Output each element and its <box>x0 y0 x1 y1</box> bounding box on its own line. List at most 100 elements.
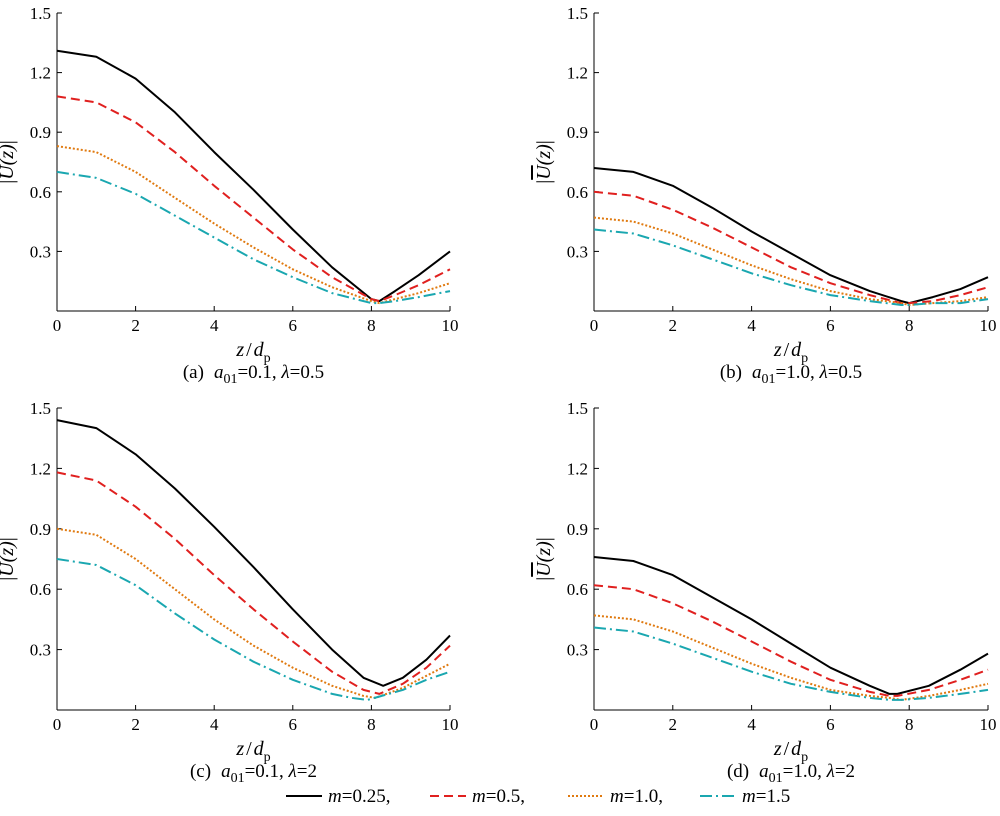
x-tick-label: 10 <box>442 316 459 335</box>
x-tick-label: 10 <box>980 316 997 335</box>
y-axis-title-open: | <box>533 180 555 184</box>
x-tick-label: 0 <box>53 316 62 335</box>
x-tick-label: 8 <box>367 316 376 335</box>
series-line-m-1_5 <box>593 228 989 306</box>
legend-item-3: m=1.5 <box>742 786 790 807</box>
x-axis-title-sep: / <box>246 339 252 361</box>
panel-caption: (b) a01=1.0, λ=0.5 <box>720 362 862 387</box>
y-axis-title-open: | <box>533 577 555 581</box>
series-line-m-1_0 <box>56 145 451 305</box>
x-tick-label: 4 <box>210 316 219 335</box>
caption-var-lambda: λ <box>280 362 289 383</box>
caption-var-a: a <box>752 362 762 383</box>
series-line-m-0_5 <box>593 190 989 305</box>
y-tick-label: 0.9 <box>567 123 588 142</box>
legend-var: m <box>328 786 342 807</box>
x-axis-title-den: d <box>791 738 802 760</box>
x-axis-title-den: d <box>791 339 802 361</box>
x-axis-title: z / dp <box>235 738 270 765</box>
legend-val: =0.5, <box>486 786 525 807</box>
x-tick-label: 6 <box>289 316 298 335</box>
y-tick-label: 0.9 <box>30 520 51 539</box>
y-tick-label: 1.5 <box>567 4 588 23</box>
x-axis-title-sub: p <box>264 351 271 366</box>
x-tick-label: 0 <box>590 316 599 335</box>
caption-sub-01: 01 <box>231 771 245 786</box>
y-axis-title: |U(z)| <box>0 537 18 581</box>
caption-sub-01: 01 <box>761 372 775 387</box>
x-tick-label: 2 <box>131 715 140 734</box>
x-axis-title-sep: / <box>784 339 790 361</box>
x-tick-label: 6 <box>289 715 298 734</box>
x-axis-title: z / dp <box>235 339 270 366</box>
series-line-m-1_0 <box>593 216 989 306</box>
y-axis-title-arg: (z) <box>533 541 555 562</box>
x-axis-title-var: z <box>235 339 244 361</box>
legend-var: m <box>742 786 756 807</box>
y-tick-label: 1.2 <box>567 64 588 83</box>
x-axis-title-var: z <box>773 738 782 760</box>
y-tick-label: 1.5 <box>30 4 51 23</box>
y-tick-label: 1.2 <box>30 459 51 478</box>
caption-var-a: a <box>221 761 231 782</box>
legend-val: =1.5 <box>756 786 790 807</box>
x-tick-label: 4 <box>210 715 219 734</box>
x-tick-label: 4 <box>747 715 756 734</box>
y-axis-title-close: | <box>0 537 18 541</box>
legend-var: m <box>472 786 486 807</box>
caption-var-lambda: λ <box>818 362 827 383</box>
y-tick-label: 0.6 <box>567 580 588 599</box>
x-tick-label: 6 <box>826 715 835 734</box>
y-axis-title-open: | <box>0 577 18 581</box>
y-axis-title-var: U <box>533 164 555 180</box>
series-line-m-1_5 <box>593 626 989 701</box>
x-tick-label: 4 <box>747 316 756 335</box>
legend-var: m <box>610 786 624 807</box>
y-tick-label: 0.3 <box>30 641 51 660</box>
panel-caption: (a) a01=0.1, λ=0.5 <box>183 362 324 387</box>
series-line-m-0_5 <box>593 584 989 697</box>
x-axis-title-den: d <box>254 339 265 361</box>
panel-caption: (d) a01=1.0, λ=2 <box>727 761 855 786</box>
legend-item-2: m=1.0, <box>610 786 663 807</box>
series-line-m-1_5 <box>56 170 451 305</box>
y-tick-label: 0.9 <box>567 520 588 539</box>
x-tick-label: 8 <box>905 715 914 734</box>
series-line-m-0_5 <box>56 471 451 695</box>
x-tick-label: 2 <box>669 715 678 734</box>
x-axis-title-den: d <box>254 738 265 760</box>
x-axis-title-var: z <box>773 339 782 361</box>
x-tick-label: 2 <box>131 316 140 335</box>
x-axis-title-sub: p <box>264 750 271 765</box>
x-tick-label: 0 <box>53 715 62 734</box>
y-axis-title: |U(z)| <box>533 140 555 184</box>
panel-caption: (c) a01=0.1, λ=2 <box>190 761 317 786</box>
caption-var-lambda: λ <box>288 761 297 782</box>
caption-label: (b) <box>720 362 742 383</box>
caption-var-a: a <box>759 761 769 782</box>
y-axis-title-var: U <box>533 561 555 577</box>
series-line-m-1_0 <box>593 614 989 701</box>
caption-val-2: =0.5 <box>290 362 324 383</box>
y-tick-label: 0.3 <box>567 242 588 261</box>
caption-label: (c) <box>190 761 211 782</box>
series-line-m-0_25 <box>56 49 451 303</box>
caption-sub-01: 01 <box>769 771 783 786</box>
y-tick-label: 1.2 <box>30 64 51 83</box>
y-axis-title-arg: (z) <box>0 541 18 562</box>
caption-val-1: =1.0, <box>783 761 827 782</box>
caption-var-a: a <box>214 362 224 383</box>
chart-panel-a: 02468100.30.60.91.21.5z/dp|U(z)|(a)a01=0… <box>0 4 459 387</box>
legend-val: =0.25, <box>342 786 391 807</box>
y-tick-label: 0.3 <box>567 641 588 660</box>
x-axis-title-sub: p <box>801 750 808 765</box>
legend-item-1: m=0.5, <box>472 786 525 807</box>
x-axis-title-sub: p <box>801 351 808 366</box>
chart-panel-b: 0 2 4 6 8 100.30.60.91.21.5z / dp|U(z)|(b) a01=1… <box>533 4 997 387</box>
y-axis-title: |U(z)| <box>533 537 555 581</box>
y-tick-label: 1.2 <box>567 459 588 478</box>
x-tick-label: 2 <box>669 316 678 335</box>
legend-val: =1.0, <box>624 786 663 807</box>
caption-sub-01: 01 <box>223 372 237 387</box>
